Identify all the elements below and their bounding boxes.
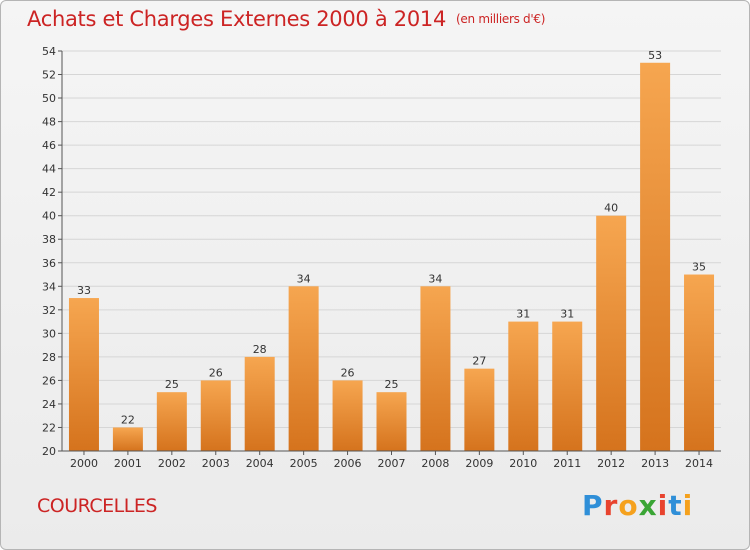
y-tick-label: 40 [42,210,56,223]
x-tick-label-2013: 2013 [641,457,669,470]
y-tick-label: 46 [42,139,56,152]
logo-letter: P [582,489,604,522]
bars [68,62,715,451]
bar-2002 [156,392,187,451]
chart-title-text: Achats et Charges Externes 2000 à 2014 [27,7,447,31]
data-label-2004: 28 [253,343,267,356]
x-tick-label-2004: 2004 [246,457,274,470]
data-label-2014: 35 [692,261,706,274]
x-tick-label-2008: 2008 [421,457,449,470]
data-label-2002: 25 [165,378,179,391]
x-tick-label-2011: 2011 [553,457,581,470]
data-label-2010: 31 [516,308,530,321]
logo-letter: t [668,489,683,522]
y-tick-label: 36 [42,257,56,270]
bar-2001 [112,427,143,451]
bar-2009 [464,368,495,451]
logo-letter: i [657,489,669,522]
bar-2000 [68,298,99,451]
data-label-2001: 22 [121,413,135,426]
data-label-2008: 34 [428,272,442,285]
data-label-2006: 26 [341,366,355,379]
y-tick-label: 26 [42,374,56,387]
y-tick-label: 32 [42,304,56,317]
data-label-2007: 25 [385,378,399,391]
y-tick-label: 34 [42,280,56,293]
bar-2011 [552,321,583,451]
bar-2008 [420,286,451,451]
x-tick-label-2012: 2012 [597,457,625,470]
axes [58,50,721,455]
y-tick-label: 30 [42,327,56,340]
data-label-2005: 34 [297,272,311,285]
y-tick-label: 20 [42,445,56,458]
x-tick-label-2001: 2001 [114,457,142,470]
data-label-2003: 26 [209,366,223,379]
logo-letter: r [603,489,619,522]
data-label-2011: 31 [560,308,574,321]
data-label-2000: 33 [77,284,91,297]
chart-title: Achats et Charges Externes 2000 à 2014 (e… [27,7,545,31]
y-tick-label: 50 [42,92,56,105]
y-tick-label: 38 [42,233,56,246]
x-tick-label-2010: 2010 [509,457,537,470]
x-tick-label-2007: 2007 [378,457,406,470]
bar-2003 [200,380,231,451]
y-tick-label: 52 [42,69,56,82]
y-tick-label: 24 [42,398,56,411]
bar-2005 [288,286,319,451]
bar-2007 [376,392,407,451]
logo-letter: x [638,489,658,522]
data-label-2013: 53 [648,49,662,62]
y-tick-label: 42 [42,186,56,199]
x-tick-label-2014: 2014 [685,457,713,470]
bar-2010 [508,321,539,451]
data-label-2009: 27 [472,355,486,368]
y-tick-label: 54 [42,45,56,58]
x-tick-label-2003: 2003 [202,457,230,470]
bar-2013 [640,62,671,451]
x-tick-label-2009: 2009 [465,457,493,470]
x-tick-label-2006: 2006 [334,457,362,470]
bar-2004 [244,356,275,451]
y-tick-label: 22 [42,421,56,434]
logo-letter: i [682,489,694,522]
bar-2012 [596,215,627,451]
y-tick-label: 44 [42,163,56,176]
bar-2006 [332,380,363,451]
logo-letter: o [618,489,639,522]
data-label-2012: 40 [604,202,618,215]
x-tick-label-2000: 2000 [70,457,98,470]
commune-name: COURCELLES [37,495,157,517]
proxiti-logo: Proxiti [582,489,693,522]
x-tick-label-2002: 2002 [158,457,186,470]
y-tick-label: 48 [42,116,56,129]
chart-unit: (en milliers d'€) [456,12,546,26]
x-tick-label-2005: 2005 [290,457,318,470]
labels: 20 22 24 26 28 30 32 34 36 38 40 42 44 46 48 50 52 54 33 20… [42,45,713,470]
bar-2014 [684,274,715,451]
y-tick-label: 28 [42,351,56,364]
